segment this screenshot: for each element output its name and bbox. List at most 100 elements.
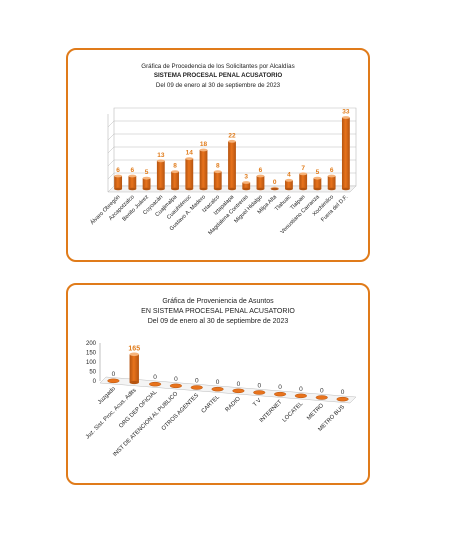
chart2-bar-base [129, 380, 139, 385]
chart1-bar-base [270, 187, 279, 191]
chart1-data-label: 5 [316, 169, 320, 176]
chart1-bar-top [299, 172, 308, 176]
chart1-bar-base [313, 187, 322, 191]
chart2-data-label: 0 [195, 378, 199, 385]
chart1-gridline [107, 172, 115, 180]
chart1-bar [242, 182, 251, 189]
chart2-category-label: METRO [306, 402, 325, 421]
chart1-bar-top [199, 148, 208, 152]
chart1-bar [171, 171, 179, 189]
chart1-bar-top [114, 174, 123, 178]
chart1-bar-top [327, 174, 336, 178]
chart1-bar-top [128, 174, 137, 178]
chart1-data-label: 8 [173, 163, 177, 170]
chart2-data-label: 0 [153, 374, 157, 381]
alcaldias-bar-chart: Gráfica de Procedencia de los Solicitant… [89, 63, 357, 236]
chart1-bar-base [242, 187, 251, 191]
chart2-bar [129, 354, 139, 383]
chart1-bar-top [256, 174, 265, 178]
chart2-data-label: 0 [237, 381, 241, 388]
chart1-bar-base [228, 187, 236, 191]
chart1-bar [313, 178, 322, 189]
chart2-data-label: 0 [299, 386, 303, 393]
chart2-data-label: 0 [341, 389, 345, 396]
chart1-data-label: 5 [145, 169, 149, 176]
chart1-bar-base [256, 187, 265, 191]
chart1-bar-base [299, 187, 308, 191]
chart2-category-label: T V [252, 398, 263, 409]
chart2-data-label: 0 [257, 383, 261, 390]
chart2-bar [253, 390, 266, 395]
chart2-category-label: ORG DEP OFICIAL [118, 389, 159, 430]
chart1-data-label: 33 [342, 109, 350, 116]
chart2-bar-top [129, 352, 139, 357]
chart1-bar-top [213, 170, 222, 174]
chart1-bar [128, 176, 137, 189]
chart1-date-range: Del 09 de enero al 30 de septiembre de 2… [156, 82, 281, 89]
chart1-bar-base [128, 187, 137, 191]
chart2-data-label: 0 [278, 384, 282, 391]
chart1-gridline [107, 120, 115, 128]
chart1-data-label: 4 [287, 171, 291, 178]
chart1-data-label: 6 [259, 167, 263, 174]
chart1-subtitle: SISTEMA PROCESAL PENAL ACUSATORIO [154, 72, 283, 79]
chart1-bar-base [185, 187, 194, 191]
chart1-bar-base [327, 187, 336, 191]
chart1-data-label: 3 [244, 174, 248, 181]
chart1-bar [142, 178, 151, 189]
chart1-bar [285, 180, 293, 189]
chart1-data-label: 6 [116, 167, 120, 174]
chart1-bar-top [341, 116, 350, 119]
chart1-bar [299, 173, 308, 189]
chart2-y-tick: 50 [89, 370, 96, 376]
chart1-bar-top [156, 159, 165, 163]
chart1-data-label: 8 [216, 163, 220, 170]
chart2-bar [336, 396, 349, 402]
chart2-bar [315, 395, 328, 400]
chart2-title: Gráfica de Proveniencia de Asuntos [162, 298, 274, 305]
chart1-bar [256, 176, 265, 189]
chart1-bar-base [213, 187, 222, 191]
chart1-bar-base [114, 187, 123, 191]
chart1-bar-top [171, 170, 179, 174]
chart1-bar-top [185, 157, 194, 161]
chart1-bar [199, 150, 208, 189]
chart1-data-label: 18 [200, 141, 208, 148]
chart2-category-label: LOCATEL [282, 400, 305, 423]
chart2-category-label: CARTEL [201, 394, 222, 415]
chart1-data-label: 0 [273, 179, 277, 186]
chart2-data-label: 0 [216, 379, 220, 386]
chart2-y-tick: 100 [86, 360, 97, 366]
chart1-category-label: Tlahuac [274, 194, 292, 212]
chart1-bar-top [242, 181, 251, 184]
chart1-bar-base [156, 187, 165, 191]
chart2-y-tick: 0 [93, 379, 97, 385]
chart2-bar [211, 386, 224, 392]
chart1-bar [213, 171, 222, 189]
chart2-bar [232, 388, 245, 394]
chart2-y-tick: 200 [86, 341, 97, 347]
chart1-data-label: 7 [301, 165, 305, 172]
chart2-data-label: 165 [128, 345, 140, 352]
chart1-bar [185, 158, 194, 189]
chart1-bar-top [285, 178, 293, 182]
chart1-bar-base [199, 187, 208, 191]
chart2-bar [274, 391, 287, 397]
chart2-data-label: 0 [174, 376, 178, 383]
chart1-data-label: 22 [228, 132, 236, 139]
chart1-bar-base [285, 187, 293, 191]
chart1-gridline [107, 146, 115, 154]
chart2-category-label: INTERNET [259, 399, 284, 424]
chart2-bar [294, 393, 308, 399]
chart1-bar-top [228, 139, 236, 143]
chart1-gridline [107, 133, 115, 141]
chart2-category-label: Juzgado [97, 386, 117, 406]
chart2-subtitle: EN SISTEMA PROCESAL PENAL ACUSATORIO [141, 308, 295, 315]
chart2-data-label: 0 [320, 388, 324, 395]
chart2-floor [99, 376, 357, 404]
chart1-gridline [107, 159, 115, 167]
chart1-bar-base [142, 187, 151, 191]
chart2-date-range: Del 09 de enero al 30 de septiembre de 2… [148, 318, 289, 325]
chart1-data-label: 13 [157, 152, 165, 159]
